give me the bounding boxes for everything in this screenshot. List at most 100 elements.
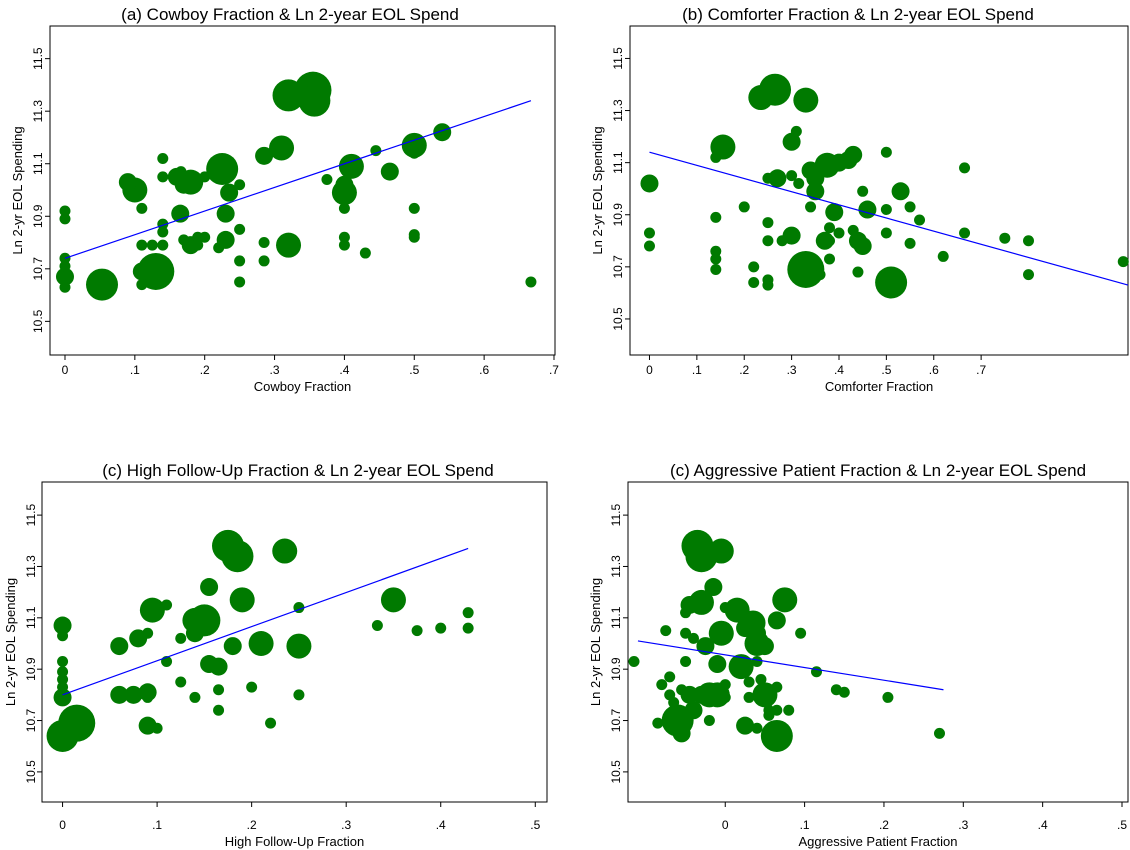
x-tick-label: .2	[739, 363, 749, 377]
scatter-point	[157, 218, 169, 230]
scatter-point	[767, 611, 786, 630]
scatter-point	[628, 655, 640, 667]
scatter-point	[110, 685, 129, 704]
y-tick-label: 11.1	[609, 606, 623, 629]
scatter-point	[768, 169, 787, 188]
scatter-point	[189, 691, 201, 703]
scatter-point	[338, 202, 350, 214]
scatter-point	[763, 709, 775, 721]
scatter-point	[110, 637, 129, 656]
y-tick-label: 10.5	[611, 307, 625, 331]
scatter-point	[321, 173, 333, 185]
scatter-point	[192, 239, 204, 251]
scatter-point	[710, 211, 722, 223]
y-tick-label: 11.3	[31, 100, 45, 123]
scatter-point	[1023, 235, 1035, 247]
y-tick-label: 10.5	[24, 760, 38, 784]
y-axis-label: Ln 2-yr EOL Spending	[588, 578, 603, 706]
scatter-point	[795, 627, 807, 639]
scatter-point	[525, 276, 537, 288]
fit-line	[62, 547, 469, 696]
scatter-point	[338, 153, 364, 179]
x-tick-label: .3	[787, 363, 797, 377]
scatter-point	[786, 170, 798, 182]
y-tick-label: 11.1	[611, 151, 625, 174]
scatter-point	[174, 175, 193, 194]
scatter-point	[175, 632, 187, 644]
scatter-point	[793, 177, 805, 189]
scatter-point	[151, 722, 163, 734]
scatter-point	[710, 253, 722, 265]
scatter-point	[844, 145, 863, 164]
x-tick-label: .5	[530, 818, 540, 832]
scatter-point	[684, 701, 703, 720]
scatter-point	[298, 84, 331, 117]
scatter-point	[462, 622, 474, 634]
x-tick-label: .3	[341, 818, 351, 832]
fit-line	[637, 640, 944, 691]
x-tick-label: .7	[976, 363, 986, 377]
scatter-point	[783, 704, 795, 716]
scatter-point	[748, 261, 760, 273]
scatter-point	[57, 630, 69, 642]
scatter-point	[359, 247, 371, 259]
x-tick-label: 0	[646, 363, 653, 377]
scatter-point	[1023, 269, 1035, 281]
scatter-point	[652, 717, 664, 729]
y-tick-label: 11.1	[24, 606, 38, 629]
scatter-point	[743, 691, 755, 703]
x-tick-label: .5	[409, 363, 419, 377]
y-tick-label: 11.3	[611, 99, 625, 122]
scatter-point	[86, 268, 119, 301]
scatter-point	[371, 620, 383, 632]
scatter-point	[771, 704, 783, 716]
panel-c-high-follow-up: (c) High Follow-Up Fraction & Ln 2-year …	[3, 461, 548, 849]
scatter-point	[676, 684, 688, 696]
y-tick-label: 10.9	[24, 657, 38, 681]
x-tick-label: .3	[270, 363, 280, 377]
scatter-point	[833, 227, 845, 239]
x-tick-label: 0	[59, 818, 66, 832]
scatter-point	[762, 217, 774, 229]
scatter-point	[157, 152, 169, 164]
x-tick-label: .5	[881, 363, 891, 377]
scatter-point	[221, 540, 254, 573]
scatter-point	[656, 679, 668, 691]
panel-c-aggressive-patient: (c) Aggressive Patient Fraction & Ln 2-y…	[588, 461, 1129, 849]
scatter-point	[852, 266, 864, 278]
y-tick-label: 11.1	[31, 152, 45, 175]
scatter-point	[704, 578, 723, 597]
scatter-point	[880, 204, 892, 216]
y-tick-label: 10.7	[31, 257, 45, 281]
scatter-point	[762, 279, 774, 291]
scatter-point	[234, 223, 246, 235]
scatter-point	[933, 727, 945, 739]
y-tick-label: 11.5	[609, 504, 623, 527]
scatter-point	[157, 239, 169, 251]
scatter-point	[258, 255, 270, 267]
x-tick-label: .2	[879, 818, 889, 832]
y-tick-label: 10.9	[611, 203, 625, 227]
scatter-point	[747, 624, 766, 643]
scatter-point	[762, 235, 774, 247]
x-tick-label: .2	[247, 818, 257, 832]
scatter-point	[136, 202, 148, 214]
scatter-point	[462, 607, 474, 619]
scatter-point	[805, 201, 817, 213]
scatter-point	[220, 183, 239, 202]
y-tick-label: 10.9	[31, 204, 45, 228]
panel-title: (c) High Follow-Up Fraction & Ln 2-year …	[102, 461, 493, 480]
scatter-point	[142, 627, 154, 639]
scatter-point	[738, 201, 750, 213]
scatter-point	[223, 637, 242, 656]
scatter-point	[857, 185, 869, 197]
scatter-point	[370, 145, 382, 157]
scatter-point	[408, 202, 420, 214]
y-axis-label: Ln 2-yr EOL Spending	[10, 126, 25, 254]
y-tick-label: 10.5	[31, 309, 45, 333]
panel-title: (b) Comforter Fraction & Ln 2-year EOL S…	[682, 5, 1034, 24]
scatter-point	[175, 166, 187, 178]
scatter-point	[216, 204, 235, 223]
scatter-point	[640, 174, 659, 193]
